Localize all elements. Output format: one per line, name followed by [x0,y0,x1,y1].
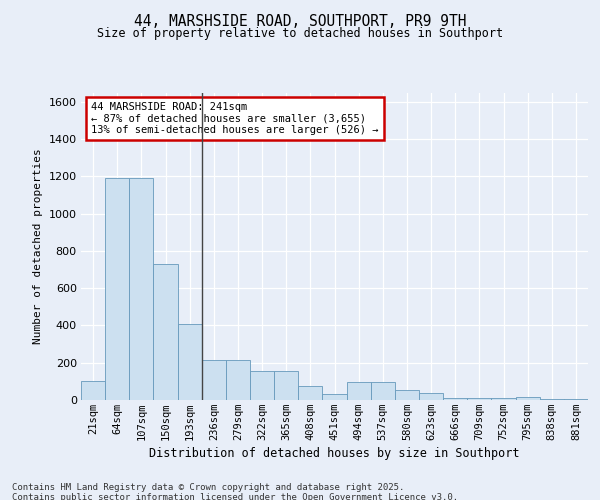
Bar [154,264,178,400]
Text: 44 MARSHSIDE ROAD: 241sqm
← 87% of detached houses are smaller (3,655)
13% of se: 44 MARSHSIDE ROAD: 241sqm ← 87% of detac… [91,102,379,135]
Bar [515,396,540,400]
Bar [202,360,226,400]
Bar [371,382,395,400]
Bar [250,371,274,400]
Text: 44, MARSHSIDE ROAD, SOUTHPORT, PR9 9TH: 44, MARSHSIDE ROAD, SOUTHPORT, PR9 9TH [134,14,466,29]
Text: Contains HM Land Registry data © Crown copyright and database right 2025.
Contai: Contains HM Land Registry data © Crown c… [12,482,458,500]
Bar [81,382,105,400]
Bar [347,382,371,400]
Bar [298,386,322,400]
Bar [443,398,467,400]
Bar [322,394,347,400]
Bar [274,371,298,400]
Bar [564,399,588,400]
Bar [105,178,129,400]
Bar [491,398,515,400]
Bar [467,398,491,400]
Bar [178,324,202,400]
Text: Size of property relative to detached houses in Southport: Size of property relative to detached ho… [97,28,503,40]
Bar [540,399,564,400]
Y-axis label: Number of detached properties: Number of detached properties [33,148,43,344]
Bar [226,360,250,400]
Bar [129,178,154,400]
X-axis label: Distribution of detached houses by size in Southport: Distribution of detached houses by size … [149,447,520,460]
Bar [395,390,419,400]
Bar [419,394,443,400]
